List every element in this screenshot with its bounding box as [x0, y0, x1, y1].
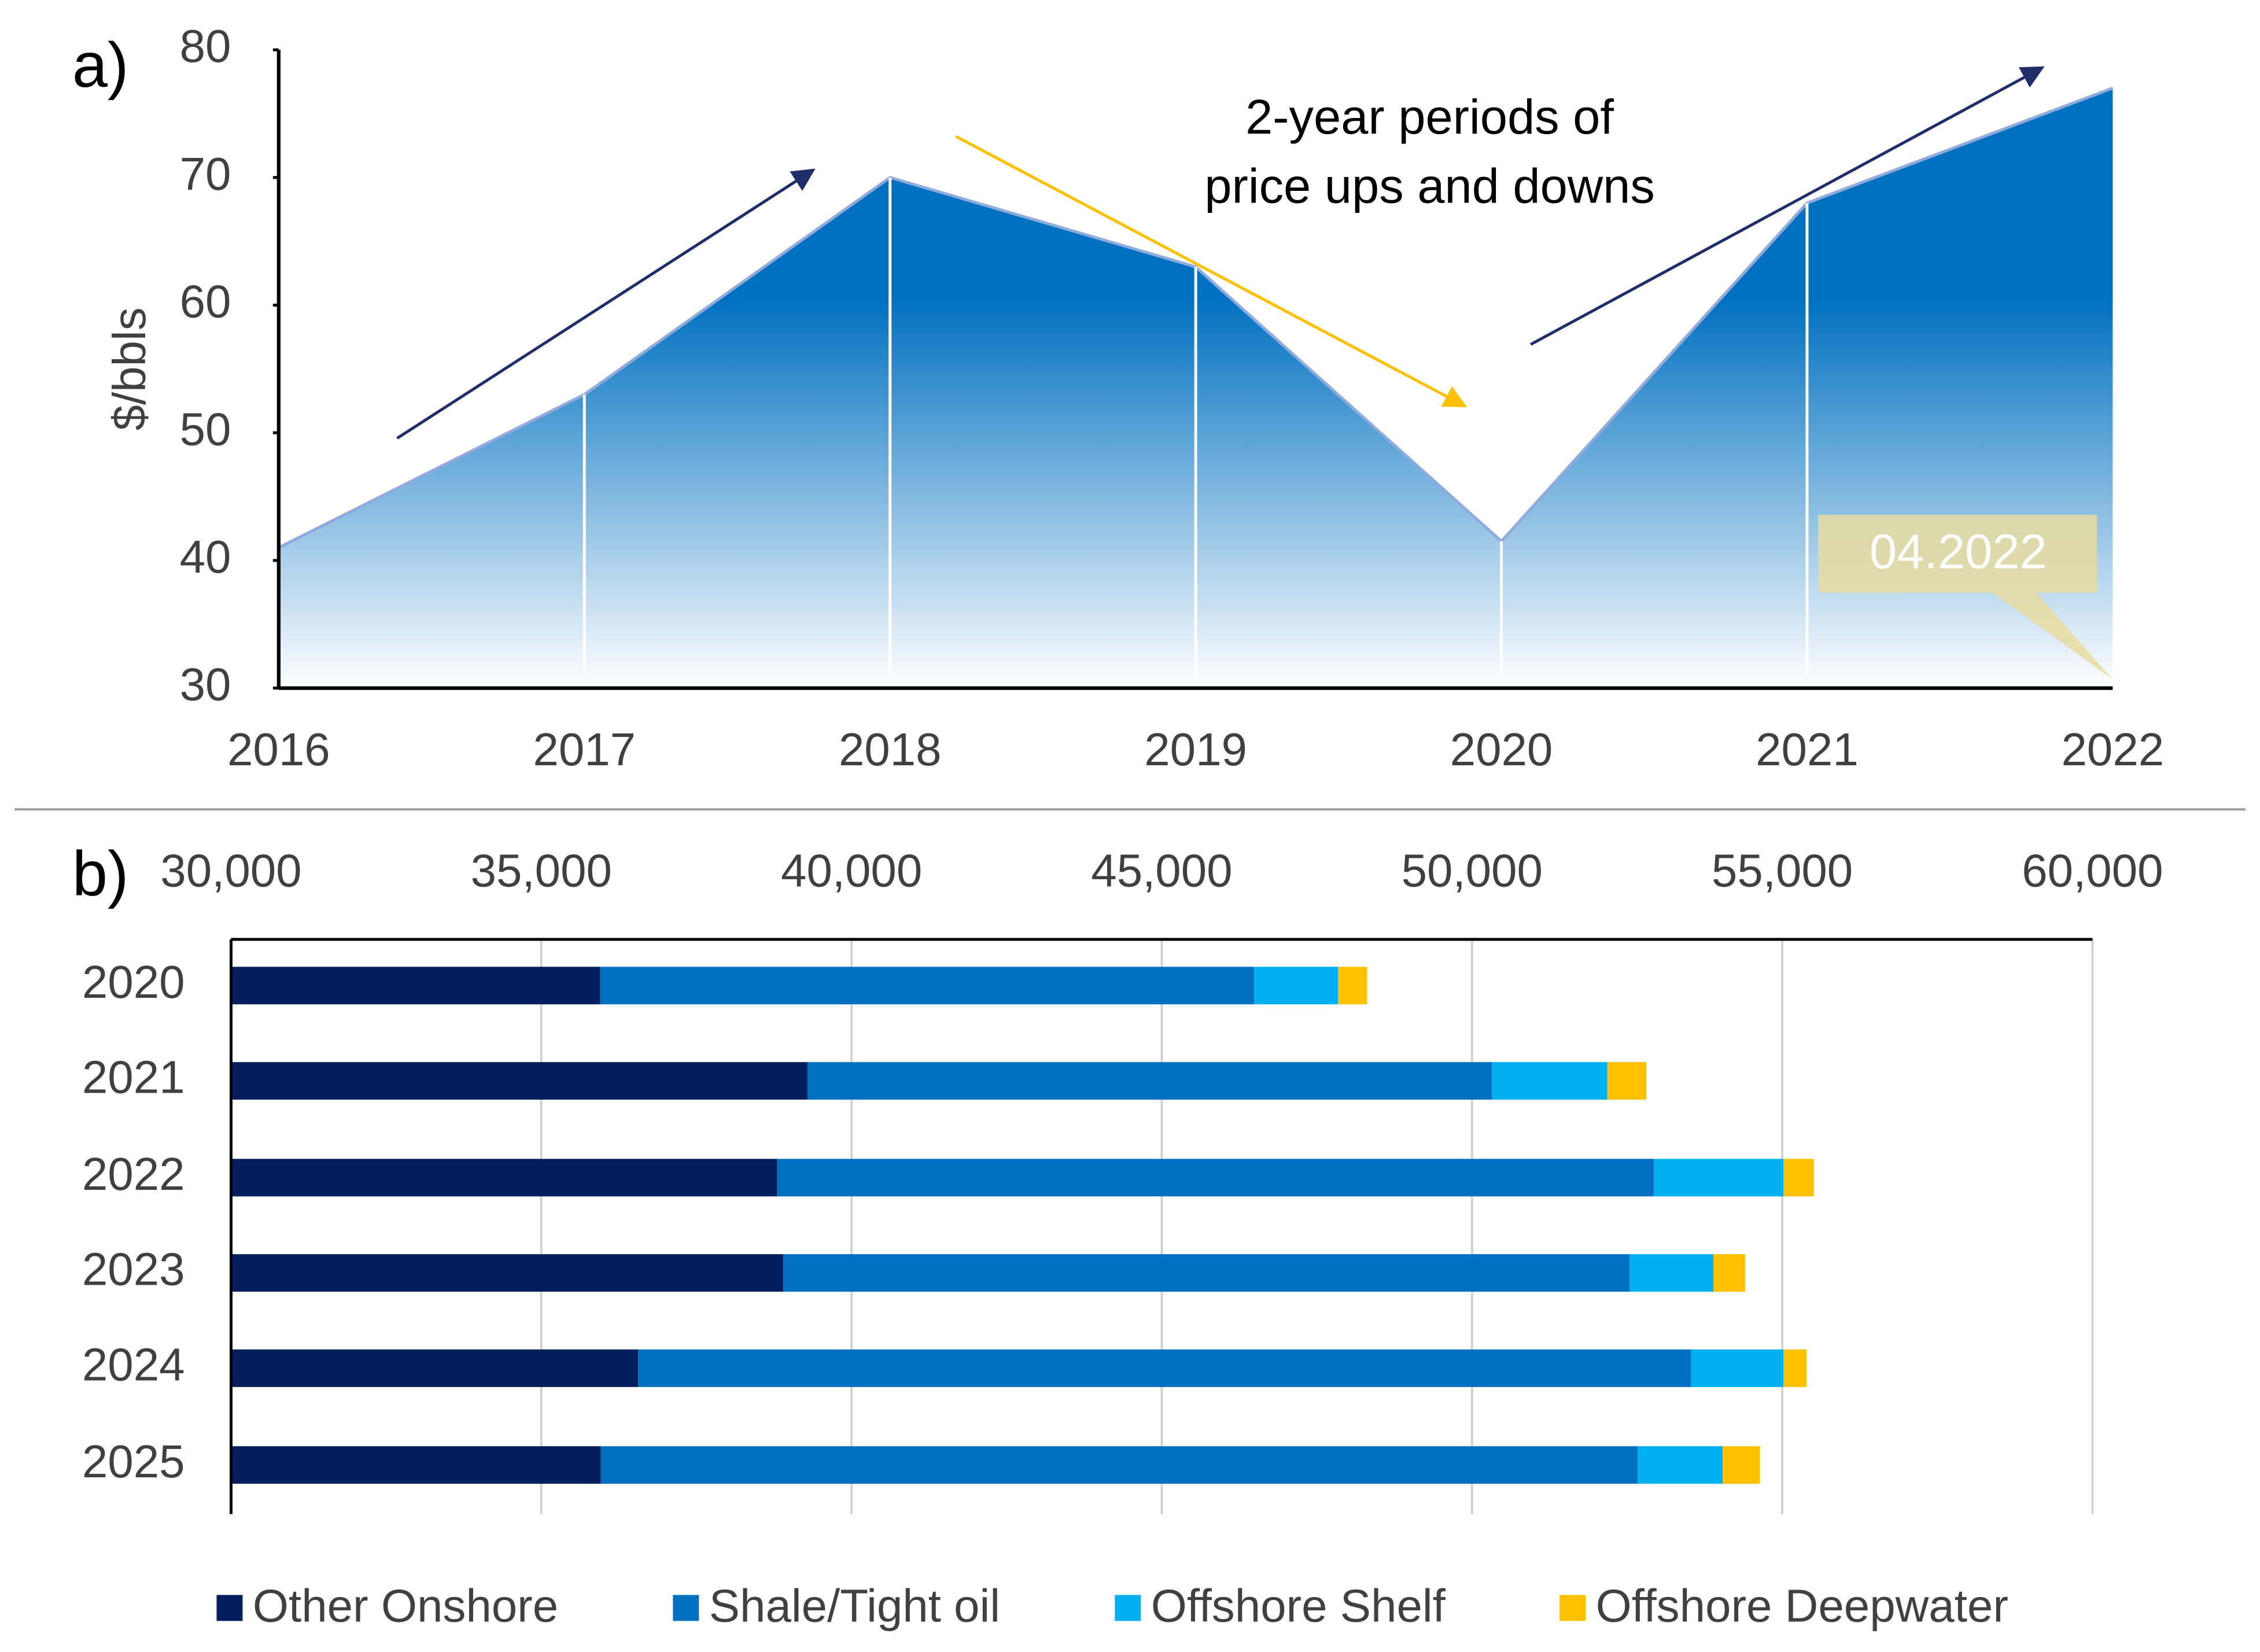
bar-segment — [600, 967, 1255, 1005]
x-tick-label: 2020 — [1450, 724, 1553, 775]
x-tick-label: 2017 — [533, 724, 636, 775]
y-tick-label: 2020 — [82, 956, 185, 1008]
y-tick-label: 30 — [180, 659, 231, 710]
bar-segment — [1607, 1062, 1647, 1100]
x-tick-label: 2019 — [1144, 724, 1247, 775]
x-tick-label: 2021 — [1756, 724, 1859, 775]
legend-label: Offshore Deepwater — [1596, 1580, 2008, 1631]
legend-swatch — [216, 1595, 243, 1621]
bar-segment — [1723, 1446, 1760, 1484]
callout — [1818, 515, 2113, 680]
y-tick-label: 2022 — [82, 1148, 185, 1200]
callout-label: 04.2022 — [1870, 523, 2047, 578]
x-tick-label: 50,000 — [1402, 845, 1543, 897]
y-axis-label: $/bbls — [104, 307, 155, 430]
x-tick-label: 2022 — [2062, 724, 2165, 775]
legend-swatch — [1559, 1595, 1586, 1621]
x-tick-label: 40,000 — [781, 845, 922, 897]
bar-segment — [1638, 1446, 1723, 1484]
y-tick-label: 2021 — [82, 1052, 185, 1103]
bar-segment — [1713, 1254, 1745, 1292]
arrow — [1530, 66, 2045, 346]
bar-segment — [600, 1446, 1638, 1484]
bar-segment — [231, 967, 600, 1005]
panel-label: b) — [72, 839, 129, 909]
y-tick-label: 2025 — [82, 1436, 185, 1487]
y-tick-label: 50 — [180, 403, 231, 455]
y-tick-label: 80 — [180, 20, 231, 72]
y-tick-label: 2023 — [82, 1244, 185, 1295]
x-tick-label: 60,000 — [2022, 845, 2163, 897]
y-tick-label: 70 — [180, 148, 231, 200]
bar-segment — [231, 1159, 777, 1197]
x-tick-label: 55,000 — [1712, 845, 1853, 897]
bar-segment — [783, 1254, 1630, 1292]
panel-label: a) — [72, 30, 129, 101]
legend-swatch — [673, 1595, 699, 1621]
bar-segment — [1629, 1254, 1714, 1292]
x-tick-label: 35,000 — [471, 845, 612, 897]
bar-segment — [1254, 967, 1339, 1005]
x-tick-label: 30,000 — [160, 845, 301, 897]
bar-segment — [1783, 1159, 1814, 1197]
bar-segment — [231, 1446, 601, 1484]
y-tick-label: 60 — [180, 276, 231, 327]
legend-label: Other Onshore — [253, 1580, 558, 1631]
bar-segment — [231, 1254, 784, 1292]
y-tick-label: 40 — [180, 531, 231, 582]
bar-segment — [231, 1062, 808, 1100]
x-tick-label: 2018 — [839, 724, 942, 775]
annotation: 2-year periods of — [1245, 89, 1614, 144]
bar-segment — [231, 1349, 639, 1387]
bar-segment — [777, 1159, 1654, 1197]
x-tick-label: 45,000 — [1091, 845, 1232, 897]
arrow — [396, 168, 816, 440]
x-tick-label: 2016 — [227, 724, 330, 775]
bar-segment — [1492, 1062, 1608, 1100]
legend-label: Shale/Tight oil — [709, 1580, 1000, 1631]
y-tick-label: 2024 — [82, 1339, 185, 1391]
legend-label: Offshore Shelf — [1151, 1580, 1446, 1631]
bar-segment — [1691, 1349, 1784, 1387]
bar-segment — [1338, 967, 1367, 1005]
annotation: price ups and downs — [1204, 158, 1655, 213]
bar-segment — [1654, 1159, 1784, 1197]
bar-segment — [807, 1062, 1492, 1100]
bar-segment — [638, 1349, 1691, 1387]
bar-segment — [1783, 1349, 1806, 1387]
arrow — [955, 135, 1467, 408]
legend-swatch — [1115, 1595, 1141, 1621]
